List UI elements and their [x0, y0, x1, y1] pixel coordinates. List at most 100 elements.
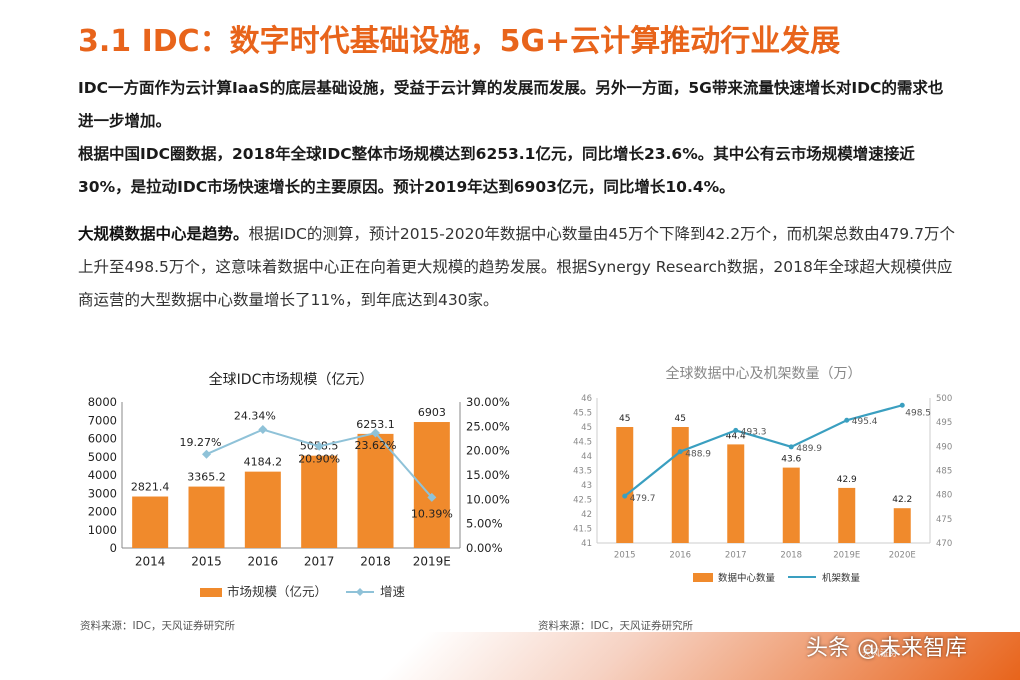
- bar-value-label: 3365.2: [187, 471, 226, 484]
- bar-value-label: 6253.1: [356, 418, 395, 431]
- line-point: [258, 425, 268, 435]
- line-point: [899, 402, 905, 408]
- x-tick-label: 2018: [360, 555, 391, 569]
- y2-tick-label: 470: [936, 539, 952, 549]
- line-value-label: 498.5: [905, 408, 931, 418]
- y-tick-label: 5000: [88, 450, 117, 464]
- y-tick-label: 7000: [88, 413, 117, 427]
- bar-2019E: [413, 422, 450, 548]
- bar-value-label: 43.6: [781, 455, 801, 465]
- x-tick-label: 2017: [725, 551, 747, 561]
- y-tick-label: 42.5: [573, 495, 592, 505]
- line-point: [314, 441, 324, 451]
- line-point: [733, 427, 739, 433]
- x-tick-label: 2019E: [413, 555, 451, 569]
- paragraph-datacenter-trend: 大规模数据中心是趋势。根据IDC的测算，预计2015-2020年数据中心数量由4…: [78, 218, 958, 317]
- y-tick-label: 42: [581, 510, 592, 520]
- brand-logo: 天风证券: [862, 649, 899, 659]
- x-tick-label: 2020E: [889, 551, 916, 561]
- y2-tick-label: 485: [936, 466, 952, 476]
- bar-2015: [616, 427, 634, 543]
- y-tick-label: 1000: [88, 523, 117, 537]
- x-tick-label: 2015: [614, 551, 636, 561]
- y2-tick-label: 25.00%: [466, 419, 510, 433]
- source-note-left: 资料来源：IDC，天风证券研究所: [80, 620, 236, 632]
- line-series-机架数量: [624, 404, 903, 497]
- bar-2020E: [893, 508, 911, 543]
- line-value-label: 23.62%: [355, 439, 397, 452]
- footer-band: [0, 632, 1020, 680]
- legend-swatch-bar: [200, 588, 222, 597]
- watermark: 头条 @未来智库: [806, 636, 967, 661]
- datacenter-rack-chart: 全球数据中心及机架数量（万） 41 41.5 42 42.5 43 43.5 44 44.5 45…: [573, 365, 952, 584]
- y2-tick-label: 490: [936, 442, 952, 452]
- bar-2017: [301, 455, 338, 548]
- source-note-right: 资料来源：IDC，天风证券研究所: [538, 620, 694, 632]
- line-value-label: 479.7: [630, 494, 656, 504]
- bar-2017: [727, 444, 745, 543]
- y-tick-label: 4000: [88, 468, 117, 482]
- y-tick-label: 2000: [88, 505, 117, 519]
- y2-tick-label: 0.00%: [466, 541, 503, 555]
- y2-tick-label: 20.00%: [466, 444, 510, 458]
- y2-tick-label: 495: [936, 418, 952, 428]
- x-tick-label: 2017: [304, 555, 335, 569]
- line-value-label: 488.9: [685, 450, 711, 460]
- paragraph-market-size: 根据中国IDC圈数据，2018年全球IDC整体市场规模达到6253.1亿元，同比…: [78, 145, 915, 196]
- x-tick-label: 2016: [669, 551, 691, 561]
- bar-2016: [671, 427, 689, 543]
- x-tick-label: 2014: [135, 555, 166, 569]
- bar-2018: [357, 433, 394, 548]
- y2-tick-label: 30.00%: [466, 395, 510, 409]
- line-point: [677, 449, 683, 455]
- y-tick-label: 6000: [88, 432, 117, 446]
- bar-2016: [244, 471, 281, 548]
- y-tick-label: 43: [581, 481, 592, 491]
- bar-value-label: 44.4: [726, 431, 746, 441]
- line-point: [844, 417, 850, 423]
- chart-title: 全球IDC市场规模（亿元）: [209, 371, 374, 388]
- line-value-label: 495.4: [852, 417, 878, 427]
- idc-market-chart: 全球IDC市场规模（亿元） 0 1000 2000 3000 4000 5000 6000 70…: [88, 371, 510, 599]
- paragraph-body: 根据IDC的测算，预计2015-2020年数据中心数量由45万个下降到42.2万…: [78, 225, 955, 309]
- y-tick-label: 45: [581, 423, 592, 433]
- y-tick-label: 46: [581, 394, 592, 404]
- x-tick-label: 2015: [191, 555, 222, 569]
- bar-2018: [782, 467, 800, 543]
- line-point: [788, 444, 794, 450]
- y-tick-label: 44: [581, 452, 592, 462]
- y2-tick-label: 10.00%: [466, 492, 510, 506]
- bar-value-label: 6903: [418, 406, 446, 419]
- line-value-label: 10.39%: [411, 507, 453, 520]
- y-tick-label: 44.5: [573, 437, 592, 447]
- paragraph-idc-role: IDC一方面作为云计算IaaS的底层基础设施，受益于云计算的发展而发展。另外一方…: [78, 79, 944, 130]
- legend-label: 数据中心数量: [718, 572, 776, 584]
- page-title: 3.1 IDC：数字时代基础设施，5G+云计算推动行业发展: [78, 24, 841, 59]
- y-tick-label: 43.5: [573, 466, 592, 476]
- bar-2014: [132, 496, 169, 548]
- bar-value-label: 42.2: [892, 495, 912, 505]
- y2-tick-label: 475: [936, 515, 952, 525]
- y-tick-label: 0: [110, 541, 117, 555]
- line-point: [202, 449, 211, 459]
- line-value-label: 493.3: [741, 427, 767, 437]
- paragraph-lead: 大规模数据中心是趋势。: [78, 225, 249, 243]
- bar-value-label: 45: [675, 414, 686, 424]
- y-tick-label: 41.5: [573, 524, 592, 534]
- chart-title: 全球数据中心及机架数量（万）: [666, 365, 862, 382]
- legend-label: 增速: [380, 584, 406, 599]
- bar-2015: [188, 486, 225, 548]
- y-tick-label: 45.5: [573, 408, 592, 418]
- y-tick-label: 8000: [88, 395, 117, 409]
- x-tick-label: 2018: [780, 551, 802, 561]
- line-point: [371, 428, 380, 438]
- bar-2019E: [838, 487, 856, 543]
- line-value-label: 19.27%: [180, 436, 222, 449]
- y-tick-label: 41: [581, 539, 592, 549]
- legend-label: 机架数量: [822, 572, 861, 584]
- y2-tick-label: 500: [936, 394, 952, 404]
- legend-swatch-bar: [693, 573, 713, 582]
- line-value-label: 489.9: [796, 444, 822, 454]
- y-tick-label: 3000: [88, 486, 117, 500]
- y2-tick-label: 480: [936, 491, 952, 501]
